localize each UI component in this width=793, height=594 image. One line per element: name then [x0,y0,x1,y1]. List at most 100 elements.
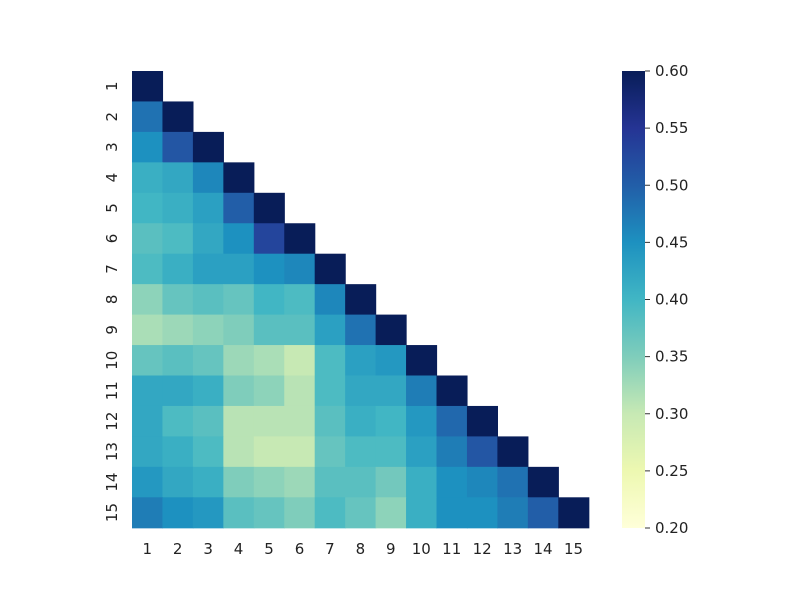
colorbar-tick-label: 0.35 [655,348,688,366]
heatmap-cell-15-4 [223,497,255,529]
colorbar-tick-label: 0.55 [655,119,688,137]
heatmap-cell-5-4 [223,192,255,224]
heatmap-cell-9-4 [223,314,255,346]
heatmap-cell-15-15 [558,497,590,529]
heatmap-cell-13-12 [466,436,498,468]
heatmap-cell-5-2 [162,192,194,224]
y-tick-label: 6 [103,234,121,244]
colorbar-tick-label: 0.50 [655,176,688,194]
heatmap-cell-14-11 [436,466,468,498]
heatmap-cell-15-1 [132,497,164,529]
heatmap-cell-12-7 [314,405,346,437]
heatmap-cell-2-1 [132,101,164,133]
heatmap-cell-15-10 [406,497,438,529]
x-tick-label: 2 [173,540,183,558]
heatmap-cell-5-1 [132,192,164,224]
heatmap-cell-13-7 [314,436,346,468]
heatmap-cell-13-3 [192,436,224,468]
x-tick-label: 8 [356,540,366,558]
heatmap-cell-6-6 [284,223,316,255]
x-tick-label: 12 [473,540,492,558]
x-tick-labels: 1 2 3 4 5 6 7 8 9 10 11 12 13 14 15 [142,540,583,558]
heatmap-cell-13-10 [406,436,438,468]
heatmap-cell-4-3 [192,162,224,194]
heatmap-cell-13-8 [345,436,377,468]
heatmap-cell-13-9 [375,436,407,468]
heatmap-cell-8-5 [253,284,285,316]
heatmap-cell-5-5 [253,192,285,224]
x-tick-label: 10 [412,540,431,558]
heatmap-cell-10-7 [314,345,346,377]
heatmap-cell-9-9 [375,314,407,346]
y-tick-label: 10 [103,351,121,370]
heatmap-cell-13-13 [497,436,529,468]
colorbar-tick-label: 0.20 [655,519,688,537]
heatmap-cell-13-11 [436,436,468,468]
heatmap-cell-6-3 [192,223,224,255]
heatmap-cell-15-9 [375,497,407,529]
heatmap-cell-12-5 [253,405,285,437]
heatmap-cell-14-14 [527,466,559,498]
heatmap-cell-10-1 [132,345,164,377]
heatmap-cell-11-7 [314,375,346,407]
heatmap-cell-14-7 [314,466,346,498]
x-tick-label: 4 [234,540,244,558]
heatmap-cell-11-9 [375,375,407,407]
x-tick-label: 7 [325,540,335,558]
heatmap-cell-14-6 [284,466,316,498]
heatmap-cell-15-13 [497,497,529,529]
colorbar-gradient [622,71,645,528]
y-tick-label: 2 [103,112,121,122]
heatmap-cell-10-4 [223,345,255,377]
heatmap-cell-12-11 [436,405,468,437]
heatmap-cell-12-6 [284,405,316,437]
heatmap-cell-9-3 [192,314,224,346]
heatmap-cell-12-2 [162,405,194,437]
heatmap-cell-15-2 [162,497,194,529]
heatmap-cell-13-5 [253,436,285,468]
heatmap-cell-14-4 [223,466,255,498]
heatmap-cell-3-1 [132,131,164,163]
y-tick-label: 7 [103,264,121,274]
heatmap-cell-10-10 [406,345,438,377]
x-tick-label: 6 [295,540,305,558]
heatmap-cell-12-9 [375,405,407,437]
heatmap-cell-10-5 [253,345,285,377]
heatmap-cell-10-2 [162,345,194,377]
heatmap-cell-14-12 [466,466,498,498]
heatmap-cell-11-4 [223,375,255,407]
heatmap-cell-13-1 [132,436,164,468]
heatmap-cell-15-7 [314,497,346,529]
heatmap-cell-9-5 [253,314,285,346]
heatmap-cells [132,71,590,529]
heatmap-cell-14-1 [132,466,164,498]
heatmap-cell-4-1 [132,162,164,194]
heatmap-cell-9-8 [345,314,377,346]
x-tick-label: 13 [503,540,522,558]
heatmap-cell-15-11 [436,497,468,529]
colorbar [622,71,645,528]
x-tick-label: 14 [534,540,553,558]
heatmap-cell-15-8 [345,497,377,529]
heatmap-cell-11-5 [253,375,285,407]
x-tick-label: 9 [386,540,396,558]
heatmap-cell-8-3 [192,284,224,316]
heatmap-cell-15-14 [527,497,559,529]
heatmap-cell-15-3 [192,497,224,529]
heatmap-cell-8-7 [314,284,346,316]
heatmap-cell-8-2 [162,284,194,316]
y-tick-label: 5 [103,203,121,213]
heatmap-cell-14-3 [192,466,224,498]
heatmap-cell-11-11 [436,375,468,407]
heatmap-cell-12-3 [192,405,224,437]
colorbar-tick-labels: 0.20 0.25 0.30 0.35 0.40 0.45 0.50 0.55 0.60 [645,62,688,537]
heatmap-cell-9-1 [132,314,164,346]
colorbar-tick-label: 0.40 [655,291,688,309]
heatmap-cell-11-3 [192,375,224,407]
heatmap-cell-5-3 [192,192,224,224]
y-tick-label: 1 [103,81,121,91]
heatmap-cell-6-2 [162,223,194,255]
heatmap-cell-9-2 [162,314,194,346]
